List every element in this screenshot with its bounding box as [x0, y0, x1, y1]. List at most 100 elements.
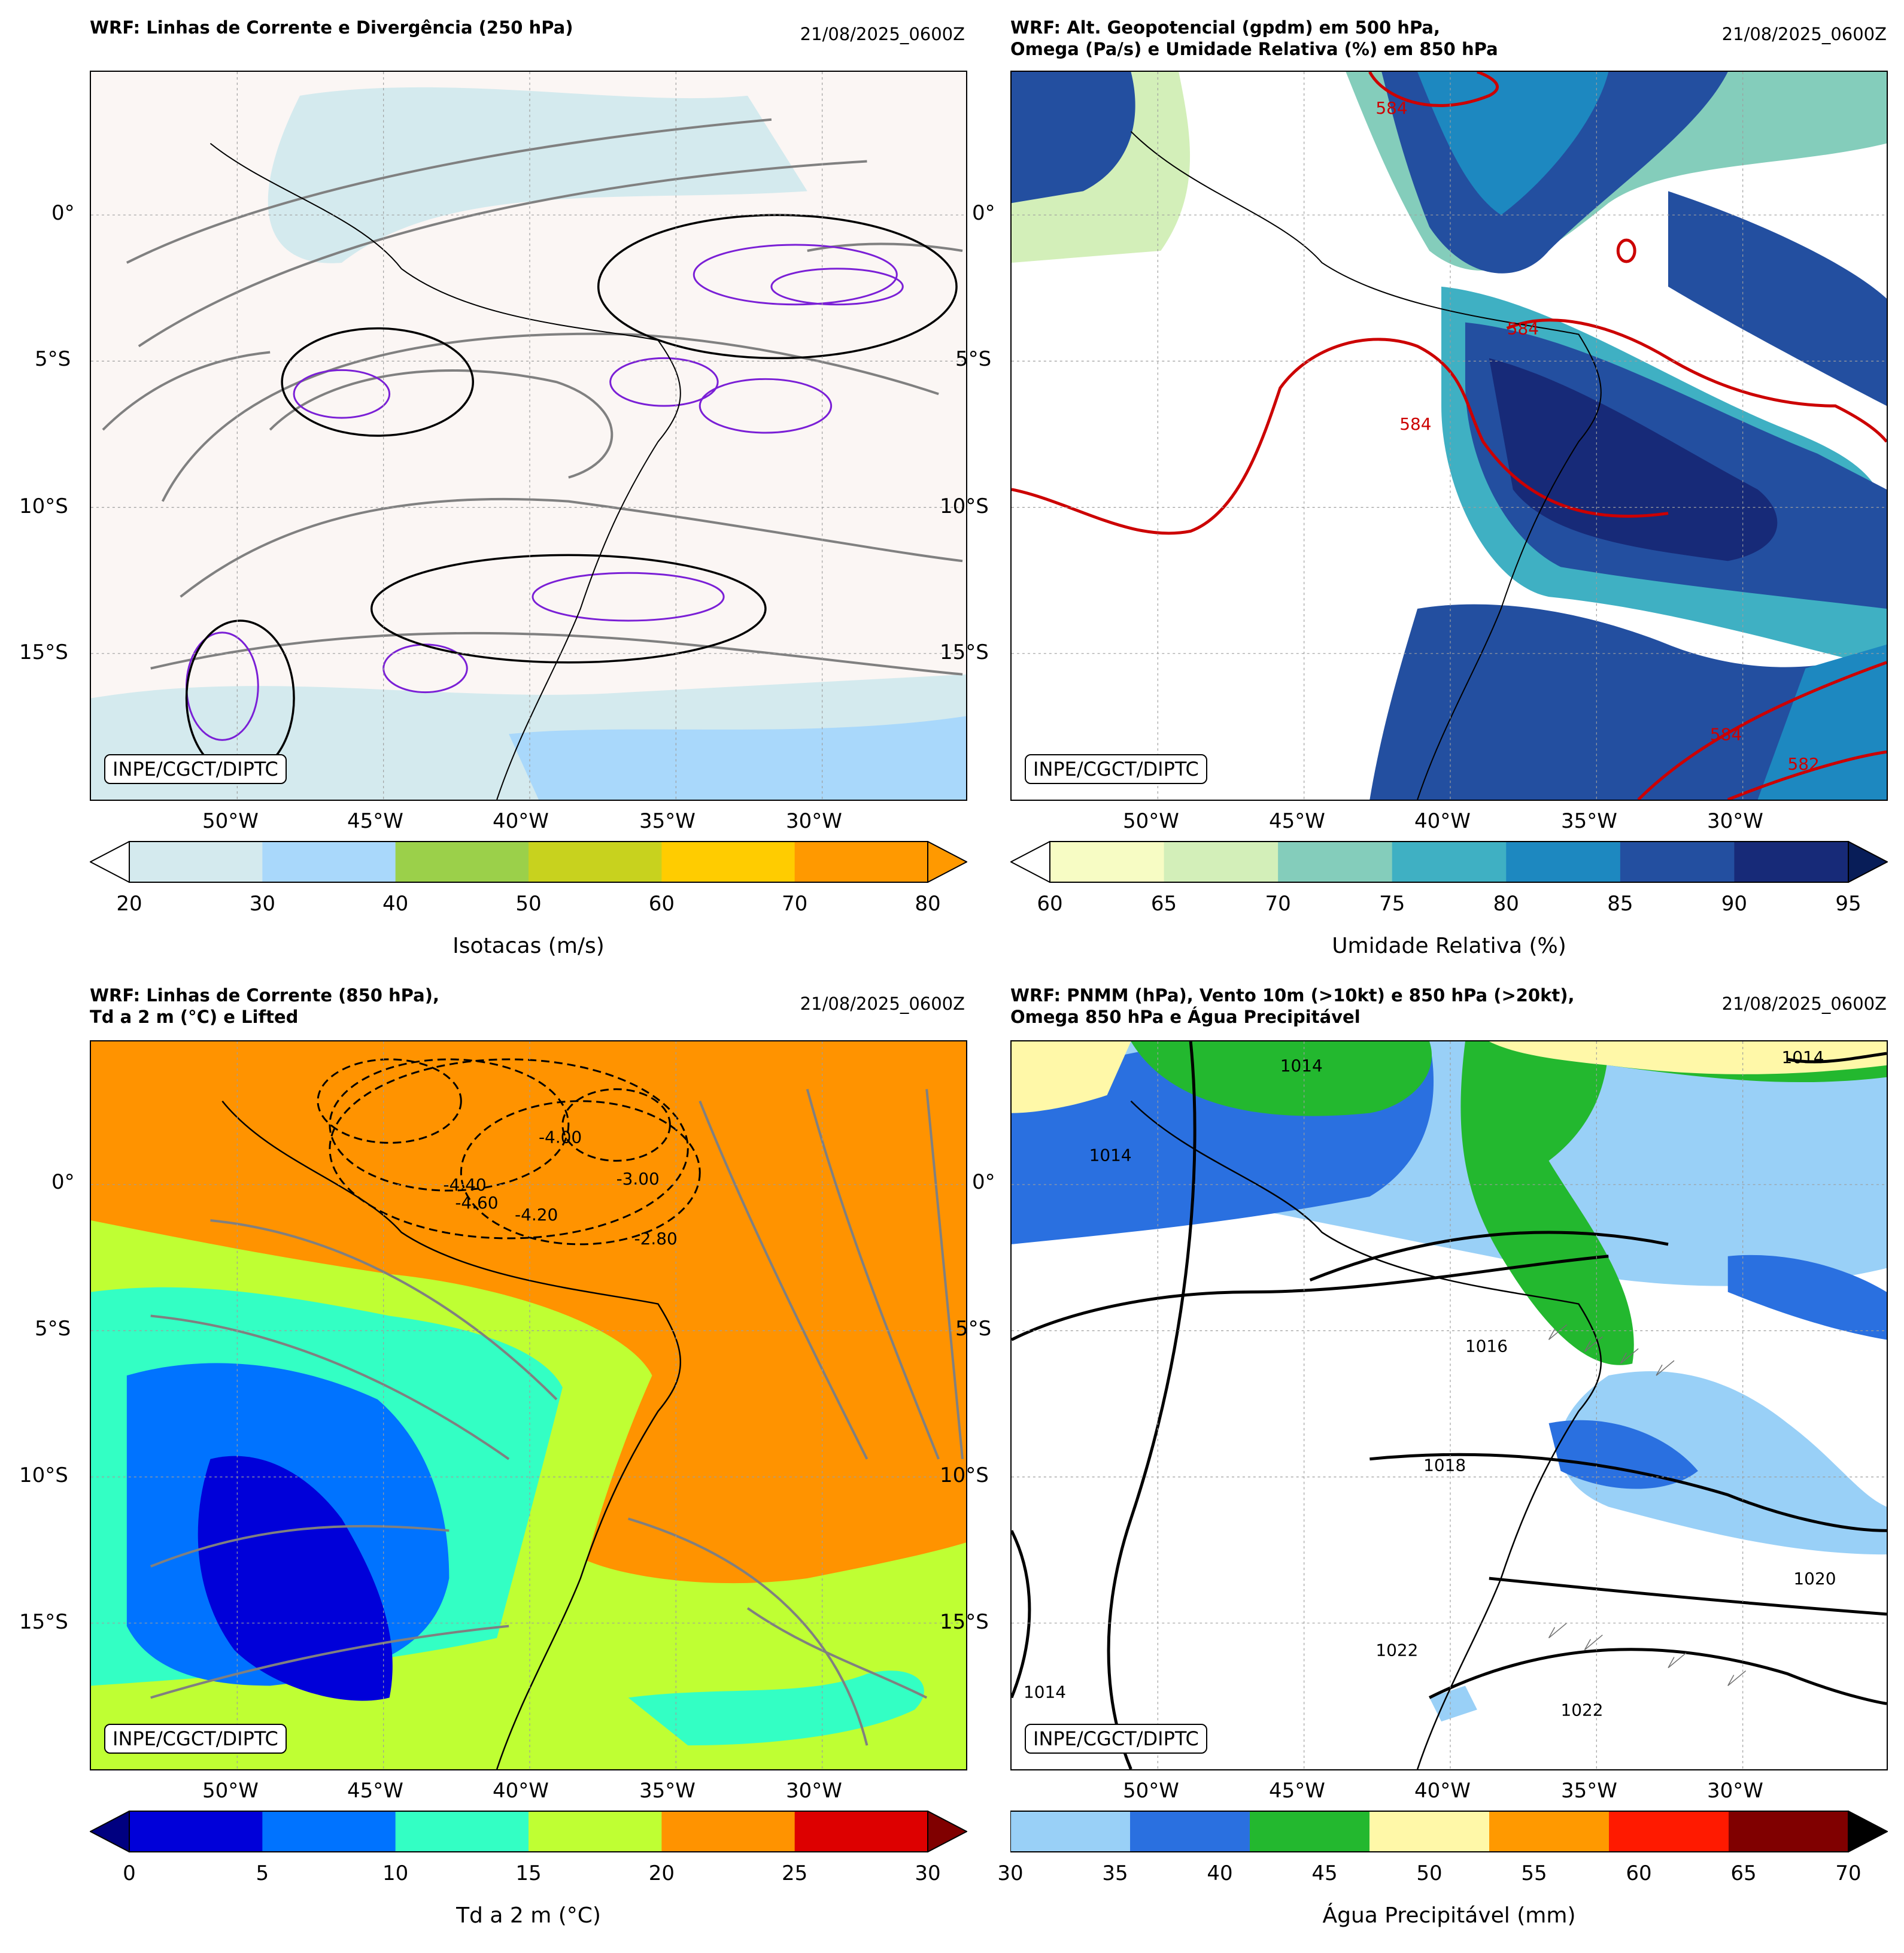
colorbar-segment	[1278, 842, 1393, 882]
colorbar-segment	[1010, 1811, 1131, 1852]
x-tick: 50°W	[1123, 809, 1179, 833]
y-tick: 15°S	[19, 640, 68, 664]
panel-date: 21/08/2025_0600Z	[800, 24, 965, 44]
x-tick: 50°W	[202, 809, 259, 833]
x-tick: 30°W	[786, 809, 842, 833]
colorbar-tick: 40	[382, 892, 409, 916]
panel-title: WRF: Linhas de Corrente e Divergência (2…	[90, 17, 573, 38]
map-area: 584 584 584 584 582 INPE/CGCT/DIPTC	[1010, 71, 1888, 801]
colorbar-segment	[529, 1811, 662, 1852]
colorbar-segment	[1164, 842, 1279, 882]
contour-label: 1014	[1781, 1047, 1824, 1067]
map-area: 1014 1014 1014 1016 1018 1020 1022 1022 …	[1010, 1040, 1888, 1770]
colorbar-segment	[1050, 842, 1165, 882]
colorbar-segment	[1609, 1811, 1729, 1852]
colorbar-tick: 40	[1207, 1861, 1233, 1885]
x-tick: 45°W	[347, 809, 403, 833]
y-tick: 5°S	[955, 1317, 992, 1341]
x-tick: 40°W	[493, 809, 549, 833]
colorbar-tick: 20	[648, 1861, 675, 1885]
x-tick: 35°W	[639, 1779, 696, 1803]
x-tick: 35°W	[1561, 1779, 1617, 1803]
x-tick: 45°W	[347, 1779, 403, 1803]
colorbar	[1010, 1811, 1888, 1852]
colorbar-label: Isotacas (m/s)	[453, 934, 605, 958]
x-tick: 45°W	[1269, 809, 1325, 833]
y-tick: 5°S	[35, 1317, 71, 1341]
y-tick: 10°S	[19, 1463, 68, 1487]
contour-label: 1014	[1089, 1145, 1132, 1165]
colorbar-tick: 60	[1626, 1861, 1652, 1885]
contour-label: 1018	[1423, 1456, 1466, 1475]
x-tick: 45°W	[1269, 1779, 1325, 1803]
x-tick: 50°W	[1123, 1779, 1179, 1803]
colorbar-segment	[395, 842, 529, 882]
contour-label: 1014	[1280, 1056, 1323, 1076]
map-area: -4.00 -4.40 -4.60 -4.20 -3.00 -2.80 INPE…	[90, 1040, 967, 1770]
colorbar-outline	[129, 1811, 928, 1852]
credit-label: INPE/CGCT/DIPTC	[104, 754, 287, 784]
colorbar-segment	[262, 842, 396, 882]
colorbar-segment	[1250, 1811, 1370, 1852]
colorbar-extend-high	[927, 841, 967, 883]
contour-label: 1014	[1024, 1682, 1066, 1702]
colorbar-extend-low	[90, 841, 130, 883]
colorbar-tick: 5	[256, 1861, 269, 1885]
contour-label: 1020	[1793, 1569, 1836, 1588]
colorbar-tick: 20	[116, 892, 142, 916]
colorbar-segment	[1369, 1811, 1490, 1852]
colorbar-tick: 30	[997, 1861, 1024, 1885]
colorbar-label: Água Precipitável (mm)	[1322, 1903, 1576, 1928]
colorbar-outline	[1049, 841, 1849, 883]
colorbar-tick: 30	[915, 1861, 941, 1885]
y-tick: 0°	[972, 201, 995, 225]
colorbar-tick: 65	[1730, 1861, 1757, 1885]
panel-date: 21/08/2025_0600Z	[1721, 24, 1887, 44]
colorbar-tick: 50	[515, 892, 542, 916]
colorbar-segment	[794, 1811, 928, 1852]
colorbar-tick: 10	[382, 1861, 409, 1885]
colorbar-graphic	[90, 841, 967, 883]
x-tick: 30°W	[1707, 809, 1763, 833]
x-tick: 35°W	[1561, 809, 1617, 833]
colorbar-tick: 65	[1150, 892, 1177, 916]
colorbar-tick: 75	[1379, 892, 1405, 916]
colorbar-segment	[1489, 1811, 1610, 1852]
colorbar-segment	[1392, 842, 1507, 882]
colorbar-tick: 55	[1521, 1861, 1547, 1885]
x-tick: 50°W	[202, 1779, 259, 1803]
colorbar-tick: 50	[1416, 1861, 1443, 1885]
colorbar-tick: 80	[1493, 892, 1519, 916]
credit-label: INPE/CGCT/DIPTC	[1025, 1724, 1207, 1754]
colorbar-graphic	[90, 1811, 967, 1852]
colorbar-segment	[529, 842, 662, 882]
panel-title: WRF: Linhas de Corrente (850 hPa), Td a …	[90, 985, 439, 1027]
colorbar	[90, 1811, 967, 1852]
map-graphic: -4.00 -4.40 -4.60 -4.20 -3.00 -2.80	[91, 1041, 966, 1769]
contour-label: 584	[1507, 319, 1539, 339]
colorbar-segment	[129, 842, 263, 882]
x-tick: 40°W	[1414, 1779, 1471, 1803]
colorbar-tick: 95	[1835, 892, 1862, 916]
map-graphic: 584 584 584 584 582	[1012, 72, 1887, 800]
colorbar-segment	[1729, 1811, 1849, 1852]
colorbar-label: Umidade Relativa (%)	[1332, 934, 1566, 958]
colorbar-tick: 60	[1037, 892, 1063, 916]
y-tick: 10°S	[940, 1463, 989, 1487]
colorbar-extend-high	[1848, 1811, 1888, 1852]
colorbar-segment	[661, 1811, 795, 1852]
y-tick: 5°S	[35, 347, 71, 371]
x-tick: 40°W	[1414, 809, 1471, 833]
colorbar-graphic	[1010, 1811, 1888, 1852]
contour-label: 1022	[1375, 1641, 1418, 1660]
colorbar-segment	[129, 1811, 263, 1852]
map-graphic	[91, 72, 966, 800]
colorbar-tick: 35	[1102, 1861, 1128, 1885]
colorbar-tick: 85	[1607, 892, 1633, 916]
colorbar-tick: 70	[1835, 1861, 1862, 1885]
y-tick: 15°S	[19, 1610, 68, 1634]
y-tick: 0°	[972, 1170, 995, 1194]
colorbar-tick: 80	[915, 892, 941, 916]
colorbar	[1010, 841, 1888, 883]
colorbar-tick: 70	[1265, 892, 1291, 916]
